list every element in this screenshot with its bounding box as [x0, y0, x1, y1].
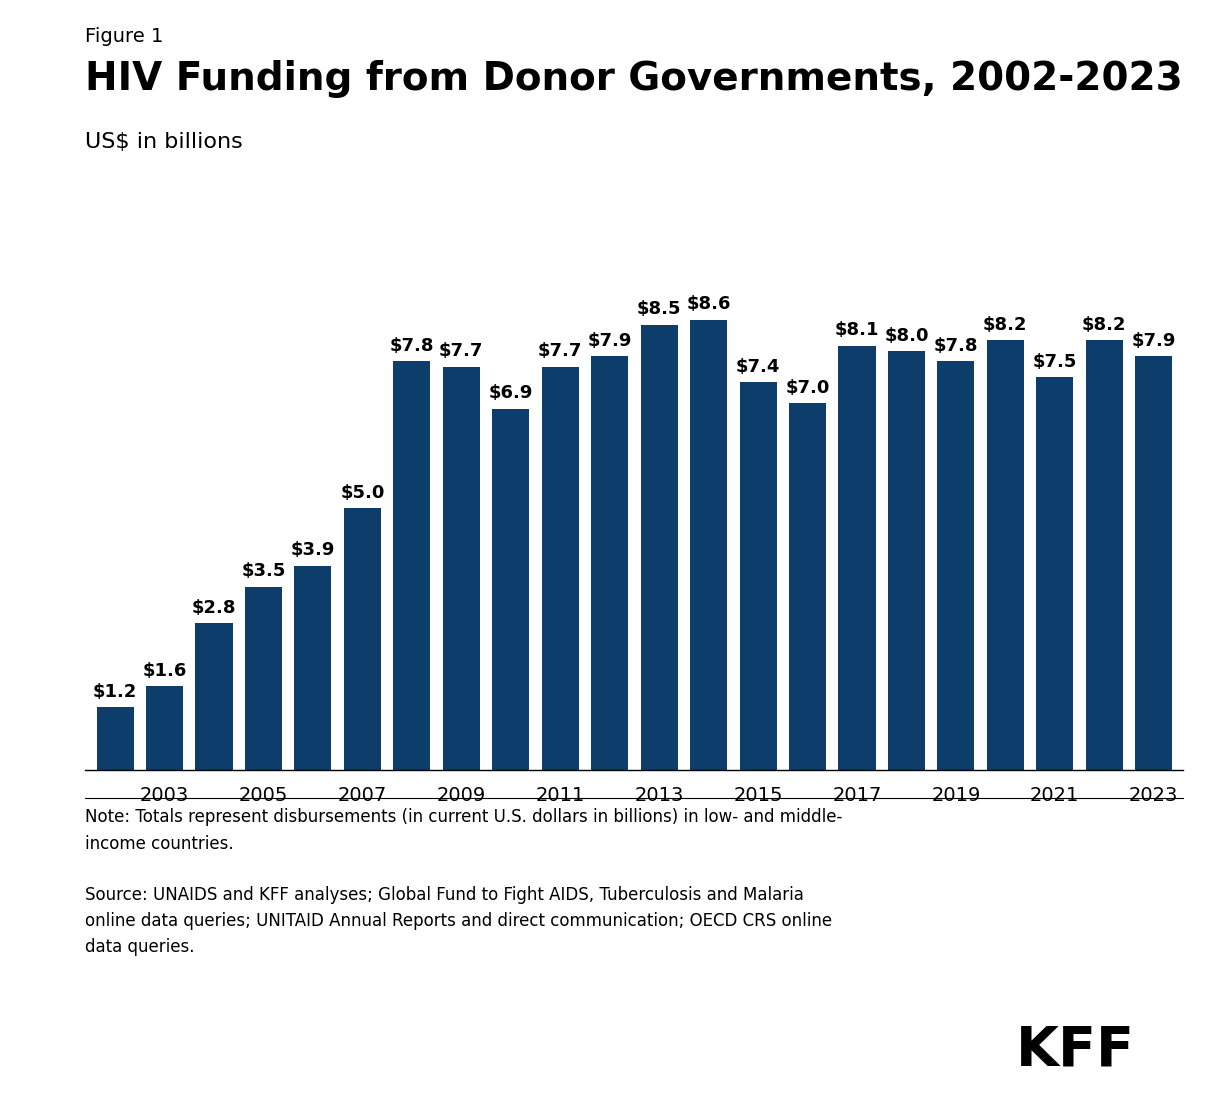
- Text: $3.9: $3.9: [290, 541, 336, 560]
- Bar: [1086, 341, 1122, 770]
- Bar: [888, 351, 925, 770]
- Text: $7.0: $7.0: [786, 379, 830, 397]
- Text: $1.2: $1.2: [93, 683, 138, 701]
- Text: $7.8: $7.8: [389, 337, 434, 355]
- Text: $2.8: $2.8: [192, 600, 237, 617]
- Text: $8.6: $8.6: [687, 295, 731, 313]
- Bar: [146, 686, 183, 770]
- Text: $7.8: $7.8: [933, 337, 978, 355]
- Bar: [1036, 377, 1074, 770]
- Bar: [245, 586, 282, 770]
- Bar: [838, 345, 876, 770]
- Bar: [592, 356, 628, 770]
- Text: $8.5: $8.5: [637, 300, 682, 319]
- Bar: [195, 624, 233, 770]
- Text: $3.5: $3.5: [242, 562, 285, 581]
- Bar: [640, 324, 677, 770]
- Text: $7.4: $7.4: [736, 359, 781, 376]
- Text: $1.6: $1.6: [143, 662, 187, 680]
- Bar: [542, 366, 578, 770]
- Text: $8.2: $8.2: [983, 316, 1027, 334]
- Bar: [393, 362, 431, 770]
- Bar: [96, 707, 134, 770]
- Text: US$ in billions: US$ in billions: [85, 132, 243, 152]
- Text: $5.0: $5.0: [340, 484, 384, 502]
- Text: KFF: KFF: [1015, 1024, 1135, 1078]
- Bar: [443, 366, 479, 770]
- Text: $8.0: $8.0: [884, 327, 928, 344]
- Bar: [294, 565, 332, 770]
- Text: $7.9: $7.9: [1131, 332, 1176, 350]
- Bar: [691, 319, 727, 770]
- Bar: [344, 508, 381, 770]
- Text: Figure 1: Figure 1: [85, 28, 163, 46]
- Bar: [492, 408, 529, 770]
- Text: Source: UNAIDS and KFF analyses; Global Fund to Fight AIDS, Tuberculosis and Mal: Source: UNAIDS and KFF analyses; Global …: [85, 886, 832, 956]
- Text: HIV Funding from Donor Governments, 2002-2023: HIV Funding from Donor Governments, 2002…: [85, 60, 1183, 99]
- Text: $7.9: $7.9: [588, 332, 632, 350]
- Text: $8.1: $8.1: [834, 321, 880, 340]
- Text: $7.7: $7.7: [439, 342, 483, 361]
- Bar: [739, 383, 777, 770]
- Text: $6.9: $6.9: [488, 384, 533, 403]
- Text: $7.7: $7.7: [538, 342, 582, 361]
- Text: Note: Totals represent disbursements (in current U.S. dollars in billions) in lo: Note: Totals represent disbursements (in…: [85, 808, 843, 852]
- Text: $8.2: $8.2: [1082, 316, 1126, 334]
- Bar: [937, 362, 975, 770]
- Text: $7.5: $7.5: [1032, 353, 1077, 371]
- Bar: [987, 341, 1024, 770]
- Bar: [1135, 356, 1172, 770]
- Bar: [789, 404, 826, 770]
